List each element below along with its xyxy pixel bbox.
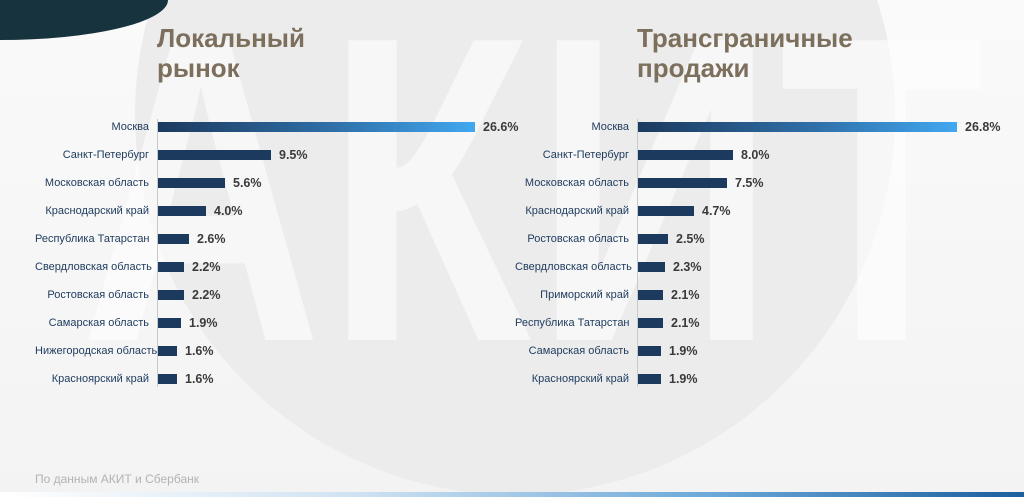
- bar-row: Санкт-Петербург 9.5%: [35, 141, 515, 169]
- bar-row: Московская область 5.6%: [35, 169, 515, 197]
- bar: [638, 150, 733, 161]
- bar-value: 26.8%: [965, 120, 1001, 135]
- bar-label: Краснодарский край: [525, 205, 629, 218]
- chart-bars-local: Москва 26.6% Санкт-Петербург 9.5% Московская…: [35, 113, 519, 393]
- bar: [638, 122, 957, 133]
- bar: [158, 178, 225, 189]
- bar-row: Краснодарский край 4.0%: [35, 197, 515, 225]
- bar-value: 2.6%: [197, 232, 226, 247]
- bar-label: Свердловская область: [515, 261, 632, 274]
- bar: [638, 262, 665, 273]
- bar-row: Красноярский край 1.9%: [515, 365, 1015, 393]
- bar-label: Санкт-Петербург: [542, 149, 629, 162]
- bar-label: Самарская область: [48, 317, 149, 330]
- bar-value: 4.0%: [214, 204, 243, 219]
- bar-row: Москва 26.6%: [35, 113, 519, 141]
- bar: [638, 206, 694, 217]
- source-note: По данным АКИТ и Сбербанк: [35, 472, 199, 486]
- bar-value: 1.9%: [669, 372, 698, 387]
- bar-label: Приморский край: [540, 289, 629, 302]
- bar-row: Ростовская область 2.2%: [35, 281, 515, 309]
- bar-row: Красноярский край 1.6%: [35, 365, 515, 393]
- bar: [158, 150, 271, 161]
- chart-bars-crossborder: Москва 26.8% Санкт-Петербург 8.0% Московская…: [515, 113, 1015, 393]
- bar-row: Республика Татарстан 2.1%: [515, 309, 1015, 337]
- bar-value: 5.6%: [233, 176, 262, 191]
- bar-value: 2.1%: [671, 288, 700, 303]
- bar-row: Ростовская область 2.5%: [515, 225, 1015, 253]
- bar: [158, 122, 475, 133]
- chart-title-crossborder: Трансграничные продажи: [637, 23, 853, 83]
- bar-label: Красноярский край: [531, 373, 629, 386]
- bar-row: Санкт-Петербург 8.0%: [515, 141, 1015, 169]
- bar-row: Московская область 7.5%: [515, 169, 1015, 197]
- bar-value: 2.1%: [671, 316, 700, 331]
- chart-title-local: Локальный рынок: [157, 23, 305, 83]
- bar-value: 1.6%: [185, 344, 214, 359]
- bar-label: Самарская область: [528, 345, 629, 358]
- bar-label: Москва: [111, 121, 149, 134]
- bar-label: Москва: [591, 121, 629, 134]
- chart-local-market: Локальный рынок Москва 26.6% Санкт-Петербу…: [35, 23, 519, 393]
- bar-label: Московская область: [44, 177, 149, 190]
- akit-watermark-logo: АКИТ: [80, 0, 988, 433]
- bar: [158, 346, 177, 357]
- bar: [158, 374, 177, 385]
- bar-value: 8.0%: [741, 148, 770, 163]
- bar-value: 2.3%: [673, 260, 702, 275]
- bar-value: 1.6%: [185, 372, 214, 387]
- bar-row: Свердловская область 2.3%: [515, 253, 1015, 281]
- bar-value: 7.5%: [735, 176, 764, 191]
- bar-row: Москва 26.8%: [515, 113, 1015, 141]
- bar-label: Нижегородская область: [35, 345, 158, 358]
- bar: [638, 374, 661, 385]
- bar: [638, 178, 727, 189]
- bar: [158, 290, 184, 301]
- bar: [638, 318, 663, 329]
- bar-row: Республика Татарстан 2.6%: [35, 225, 515, 253]
- bar-label: Московская область: [524, 177, 629, 190]
- bar: [638, 290, 663, 301]
- bar-label: Санкт-Петербург: [62, 149, 149, 162]
- bar-label: Ростовская область: [527, 233, 629, 246]
- bar-value: 2.5%: [676, 232, 705, 247]
- bar: [158, 234, 189, 245]
- bar-value: 9.5%: [279, 148, 308, 163]
- bar-row: Самарская область 1.9%: [35, 309, 515, 337]
- bar-label: Ростовская область: [47, 289, 149, 302]
- bar-label: Республика Татарстан: [515, 317, 630, 330]
- bar: [638, 234, 668, 245]
- bar-value: 2.2%: [192, 260, 221, 275]
- bar-value: 1.9%: [669, 344, 698, 359]
- bar-value: 26.6%: [483, 120, 519, 135]
- bar-label: Свердловская область: [35, 261, 152, 274]
- bar: [158, 318, 181, 329]
- bar-value: 2.2%: [192, 288, 221, 303]
- bar-row: Краснодарский край 4.7%: [515, 197, 1015, 225]
- bar: [158, 206, 206, 217]
- bar-row: Нижегородская область 1.6%: [35, 337, 515, 365]
- bar-label: Краснодарский край: [45, 205, 149, 218]
- bar-row: Самарская область 1.9%: [515, 337, 1015, 365]
- bar: [638, 346, 661, 357]
- bar-row: Приморский край 2.1%: [515, 281, 1015, 309]
- bar-value: 4.7%: [702, 204, 731, 219]
- bar-value: 1.9%: [189, 316, 218, 331]
- bar: [158, 262, 184, 273]
- bar-row: Свердловская область 2.2%: [35, 253, 515, 281]
- bar-label: Республика Татарстан: [35, 233, 150, 246]
- bar-label: Красноярский край: [51, 373, 149, 386]
- chart-crossborder-sales: Трансграничные продажи Москва 26.8% Санкт-…: [515, 23, 1015, 393]
- bottom-gradient-bar: [0, 492, 1024, 497]
